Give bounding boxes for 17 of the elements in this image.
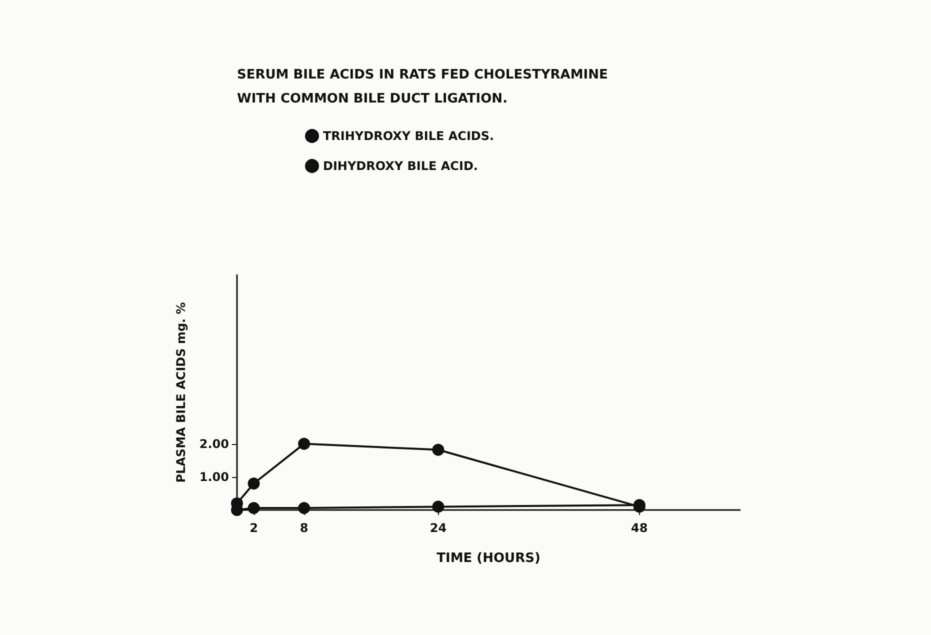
point — [298, 438, 310, 450]
legend-label: TRIHYDROXY BILE ACIDS. — [323, 129, 494, 143]
y-tick-label: 2.00 — [199, 436, 229, 451]
chart-title: SERUM BILE ACIDS IN RATS FED CHOLESTYRAMINE WITH COMMON BILE DUCT LIGATION. — [237, 68, 608, 106]
point — [248, 502, 260, 514]
x-tick-label: 24 — [430, 521, 447, 535]
x-tick-label: 48 — [631, 521, 648, 535]
y-tick-label: 1.00 — [199, 470, 229, 484]
x-tick-label: 2 — [250, 521, 258, 535]
point — [298, 502, 310, 514]
point — [432, 500, 444, 513]
legend-label: DIHYDROXY BILE ACID. — [323, 159, 478, 173]
x-axis-title: TIME (HOURS) — [436, 551, 540, 566]
point — [248, 478, 260, 490]
point — [432, 444, 444, 456]
x-tick-label: 8 — [300, 521, 308, 535]
y-axis-title: PLASMA BILE ACIDS mg. % — [174, 302, 188, 483]
